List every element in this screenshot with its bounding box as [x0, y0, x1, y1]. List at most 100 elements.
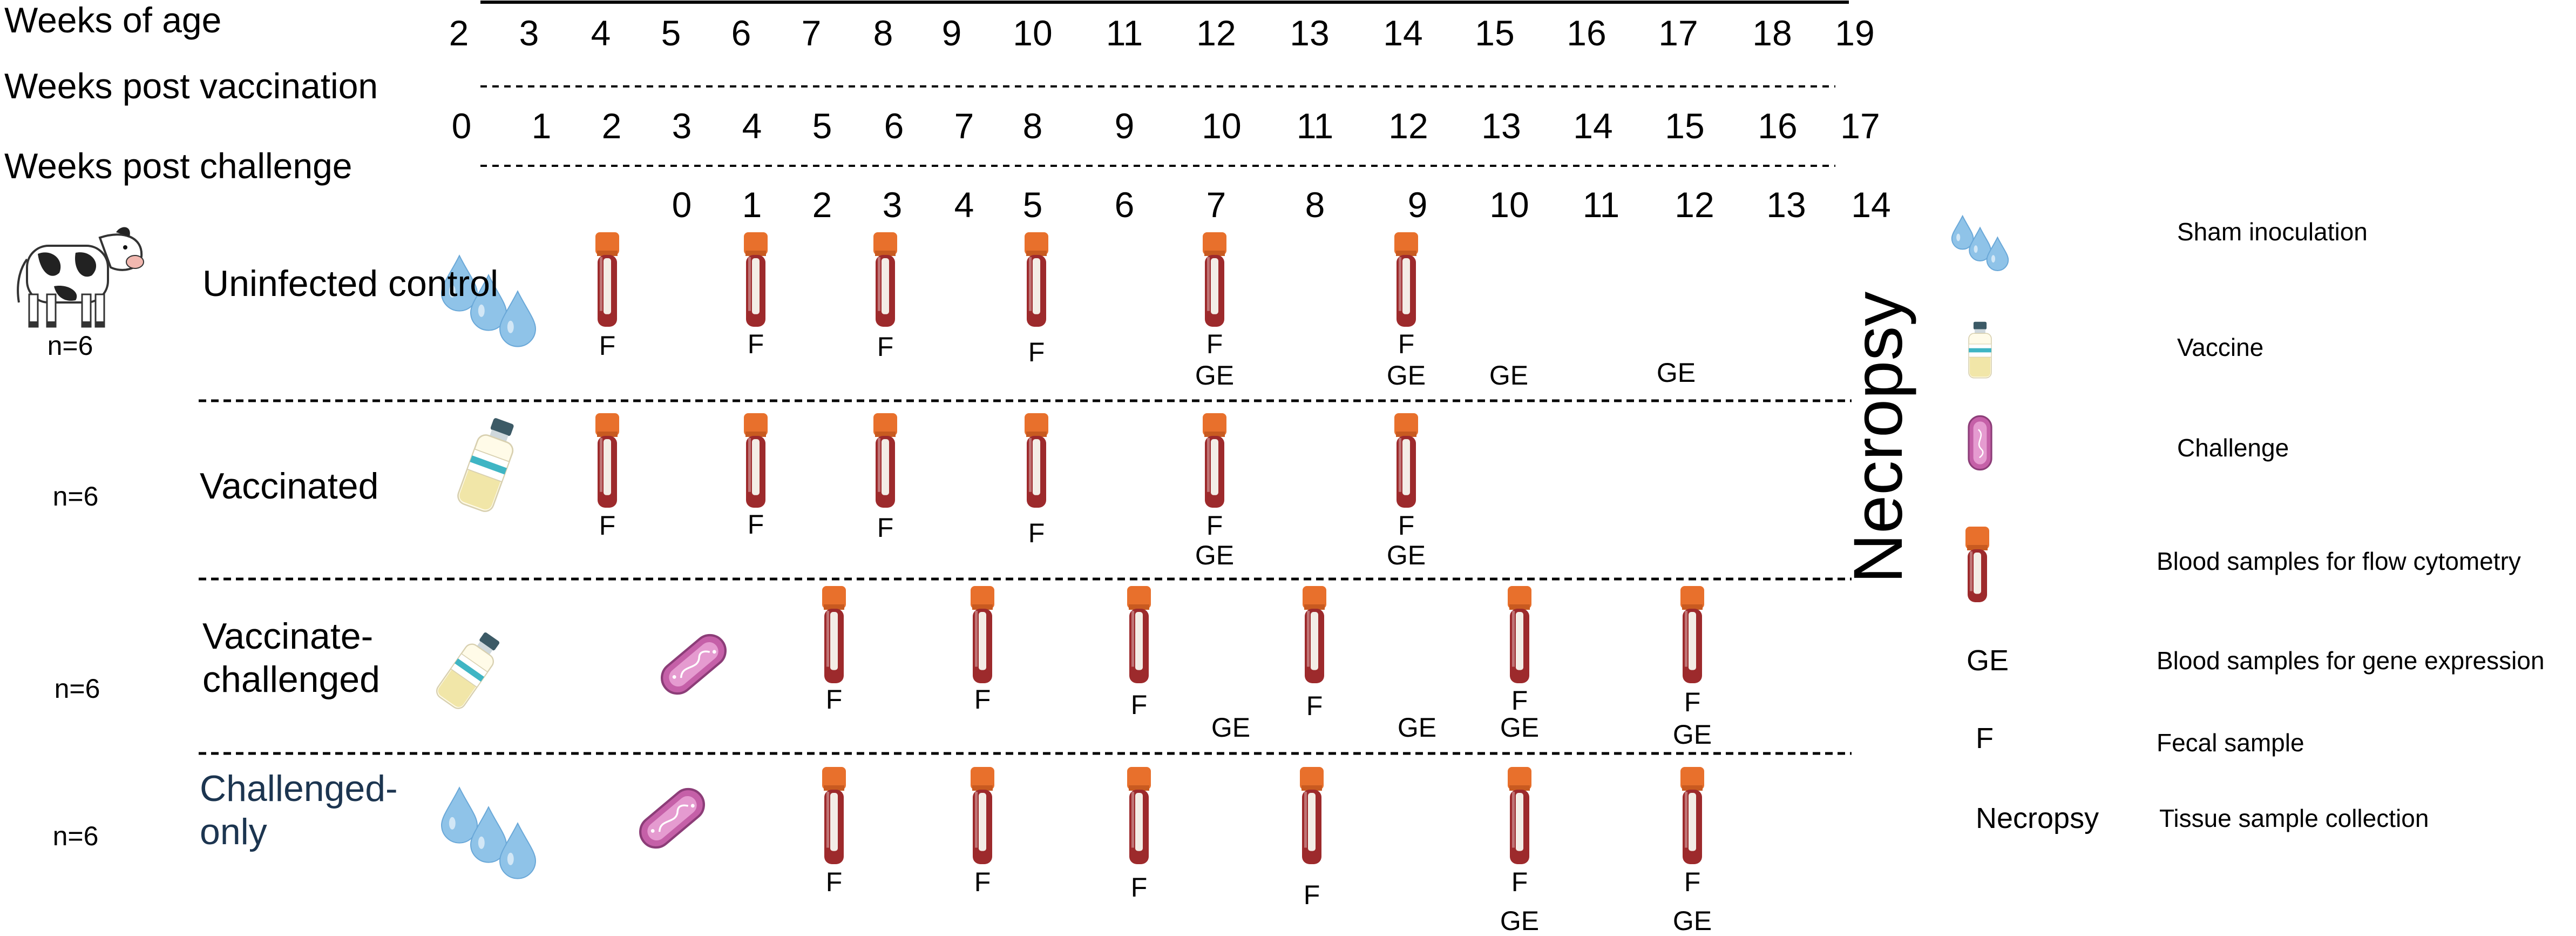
- blood-tube-icon: [1300, 767, 1324, 864]
- necropsy-label: Necropsy: [1840, 291, 1917, 584]
- vaccination-tick: 8: [1022, 106, 1043, 146]
- age-tick: 10: [1013, 13, 1053, 53]
- sample-code-ge: GE: [1656, 358, 1696, 388]
- sample-code-f: F: [1130, 872, 1148, 903]
- legend-label-challenge: Challenge: [2177, 434, 2289, 462]
- sample-code-ge: GE: [1672, 906, 1712, 936]
- challenge-tick: 10: [1489, 185, 1529, 225]
- sample-code-ge: GE: [1397, 712, 1437, 743]
- age-tick: 4: [591, 13, 611, 53]
- sample-code-ge: GE: [1211, 712, 1251, 743]
- challenge-tick: 1: [742, 185, 762, 225]
- sample-code-f: F: [1206, 329, 1223, 359]
- challenge-bacterium-icon: [1968, 415, 1992, 471]
- blood-tube-icon: [1680, 767, 1704, 864]
- sample-code-f: F: [1303, 880, 1320, 910]
- age-tick: 6: [731, 13, 751, 53]
- vaccination-tick: 11: [1296, 106, 1334, 146]
- challenge-tick: 2: [812, 185, 832, 225]
- blood-tube-icon: [873, 232, 897, 327]
- challenge-tick: 7: [1206, 185, 1226, 225]
- challenge-tick: 6: [1114, 185, 1135, 225]
- legend-label-flow-cytometry: Blood samples for flow cytometry: [2157, 547, 2521, 575]
- vaccination-axis-label: Weeks post vaccination: [4, 66, 378, 106]
- blood-tube-icon: [1508, 767, 1531, 864]
- challenge-tick: 5: [1022, 185, 1043, 225]
- group-label-vaccinated: Vaccinated: [200, 466, 379, 507]
- sample-code-f: F: [1028, 337, 1045, 367]
- legend-label-gene-expression: Blood samples for gene expression: [2157, 647, 2545, 675]
- n-label-vaccinated: n=6: [52, 481, 99, 511]
- vaccination-tick: 7: [954, 106, 974, 146]
- blood-tube-icon: [1025, 413, 1048, 508]
- challenge-tick: 0: [672, 185, 692, 225]
- n-label-uninfected: n=6: [47, 331, 93, 361]
- sample-code-f: F: [1511, 685, 1528, 716]
- vaccine-vial-icon: [1968, 321, 1992, 379]
- n-label-vaccinate-challenged: n=6: [54, 674, 100, 704]
- age-tick: 2: [449, 13, 469, 53]
- challenge-tick: 13: [1766, 185, 1806, 225]
- age-tick: 11: [1106, 13, 1143, 53]
- vaccination-tick: 13: [1481, 106, 1521, 146]
- legend-code-f: F: [1976, 722, 1994, 755]
- age-tick: 19: [1835, 13, 1875, 53]
- blood-tube-icon: [1680, 586, 1704, 683]
- legend-code-necropsy: Necropsy: [1976, 802, 2099, 834]
- legend-label-sham: Sham inoculation: [2177, 218, 2368, 246]
- blood-tube-icon: [971, 586, 994, 683]
- vaccination-tick: 2: [601, 106, 622, 146]
- challenge-bacterium-icon: [661, 634, 727, 695]
- age-tick: 16: [1567, 13, 1606, 53]
- vaccination-tick: 1: [531, 106, 552, 146]
- challenge-tick: 9: [1407, 185, 1428, 225]
- sample-code-f: F: [747, 329, 764, 359]
- sample-code-f: F: [974, 867, 991, 897]
- cow-icon: [17, 227, 144, 328]
- sham-inoculation-icon: [440, 254, 537, 347]
- blood-tube-icon: [595, 413, 619, 508]
- sample-code-f: F: [1206, 510, 1223, 541]
- blood-tube-icon: [822, 767, 846, 864]
- sample-code-ge: GE: [1500, 712, 1540, 743]
- blood-tube-icon: [822, 586, 846, 683]
- blood-tube-icon: [873, 413, 897, 508]
- group-label-uninfected: Uninfected control: [202, 263, 499, 304]
- vaccination-tick: 12: [1388, 106, 1428, 146]
- sample-code-f: F: [1684, 687, 1701, 717]
- blood-tube-icon: [971, 767, 994, 864]
- vaccination-tick: 5: [812, 106, 832, 146]
- age-tick: 12: [1196, 13, 1236, 53]
- blood-tube-icon: [1203, 232, 1226, 327]
- sample-code-f: F: [974, 684, 991, 715]
- vaccination-tick: 16: [1758, 106, 1798, 146]
- vaccination-tick: 9: [1114, 106, 1135, 146]
- challenge-tick: 12: [1675, 185, 1714, 225]
- vaccination-tick: 15: [1665, 106, 1705, 146]
- age-tick: 13: [1290, 13, 1330, 53]
- sample-code-ge: GE: [1500, 906, 1540, 936]
- sample-code-f: F: [599, 510, 616, 541]
- group-label-vaccinate-challenged: Vaccinate-challenged: [202, 616, 380, 701]
- blood-tube-icon: [1394, 232, 1418, 327]
- sample-code-f: F: [877, 513, 894, 543]
- challenge-tick: 11: [1582, 185, 1620, 225]
- legend-label-fecal: Fecal sample: [2157, 729, 2304, 757]
- vaccination-tick: 3: [672, 106, 692, 146]
- sample-code-f: F: [599, 331, 616, 361]
- sample-code-ge: GE: [1489, 360, 1529, 390]
- challenge-tick: 3: [882, 185, 903, 225]
- challenge-bacterium-icon: [639, 787, 705, 849]
- sham-inoculation-icon: [1951, 214, 2009, 271]
- legend-label-vaccine: Vaccine: [2177, 333, 2264, 361]
- sample-code-f: F: [825, 684, 843, 715]
- vaccination-tick: 10: [1202, 106, 1242, 146]
- sample-code-ge: GE: [1386, 540, 1426, 570]
- sample-code-f: F: [1028, 518, 1045, 548]
- challenge-axis-label: Weeks post challenge: [4, 146, 352, 186]
- age-axis-label: Weeks of age: [4, 0, 222, 40]
- blood-tube-icon: [1394, 413, 1418, 508]
- challenge-tick: 4: [954, 185, 974, 225]
- blood-tube-icon: [595, 232, 619, 327]
